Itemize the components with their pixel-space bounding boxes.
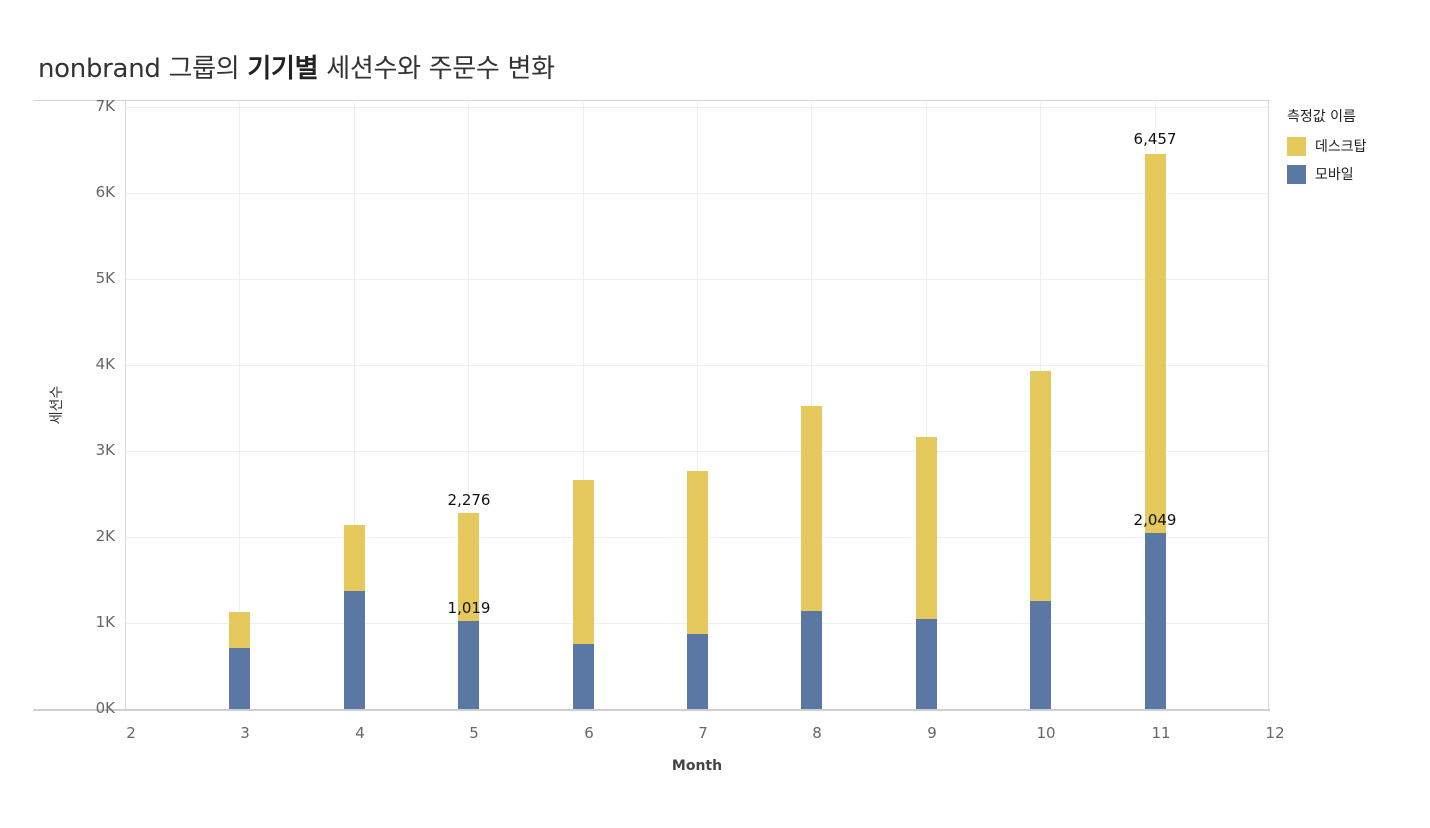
x-tick-label: 3 bbox=[240, 724, 250, 742]
bar-mobile-month-7[interactable] bbox=[687, 634, 708, 709]
legend-title: 측정값 이름 bbox=[1287, 109, 1356, 125]
bar-mobile-month-10[interactable] bbox=[1030, 601, 1051, 709]
top-rule bbox=[33, 100, 1270, 101]
legend-label-desktop: 데스크탑 bbox=[1315, 139, 1367, 155]
title-suffix: 세션수와 주문수 변화 bbox=[318, 54, 555, 84]
x-tick-label: 7 bbox=[698, 724, 708, 742]
legend-item-desktop[interactable]: 데스크탑 bbox=[1287, 132, 1367, 160]
bar-mobile-month-5[interactable] bbox=[458, 621, 479, 709]
y-axis-label: 세션수 bbox=[49, 385, 65, 425]
y-tick-label: 2K bbox=[95, 527, 115, 545]
legend-label-mobile: 모바일 bbox=[1315, 167, 1354, 183]
title-prefix: nonbrand 그룹의 bbox=[38, 54, 248, 84]
x-tick-label: 5 bbox=[469, 724, 479, 742]
bar-mobile-month-3[interactable] bbox=[229, 648, 250, 709]
y-tick-label: 0K bbox=[95, 699, 115, 717]
gridline-vertical bbox=[697, 100, 698, 709]
legend-item-mobile[interactable]: 모바일 bbox=[1287, 160, 1367, 188]
gridline-vertical bbox=[583, 100, 584, 709]
bar-mobile-month-11[interactable] bbox=[1145, 533, 1166, 709]
y-tick-label: 3K bbox=[95, 441, 115, 459]
chart-title: nonbrand 그룹의 기기별 세션수와 주문수 변화 bbox=[38, 48, 555, 85]
bar-mobile-month-6[interactable] bbox=[573, 644, 594, 709]
data-label-m11-mobile: 2,049 bbox=[1133, 511, 1177, 529]
plot-area bbox=[125, 100, 1269, 709]
data-label-m5-desktop: 2,276 bbox=[447, 491, 491, 509]
x-axis-label: Month bbox=[671, 758, 723, 774]
x-tick-label: 10 bbox=[1036, 724, 1056, 742]
x-tick-label: 11 bbox=[1151, 724, 1171, 742]
title-bold: 기기별 bbox=[247, 54, 319, 84]
x-tick-label: 12 bbox=[1265, 724, 1285, 742]
gridline-vertical bbox=[354, 100, 355, 709]
y-tick-label: 6K bbox=[95, 183, 115, 201]
data-label-m11-desktop: 6,457 bbox=[1133, 130, 1177, 148]
legend-swatch-desktop bbox=[1287, 136, 1306, 156]
data-label-m5-mobile: 1,019 bbox=[447, 599, 491, 617]
x-tick-label: 8 bbox=[812, 724, 822, 742]
gridline-vertical bbox=[811, 100, 812, 709]
gridline-vertical bbox=[926, 100, 927, 709]
x-tick-label: 4 bbox=[355, 724, 365, 742]
x-tick-label: 9 bbox=[927, 724, 937, 742]
x-tick-label: 2 bbox=[126, 724, 136, 742]
x-axis-line bbox=[33, 709, 1270, 711]
y-tick-label: 5K bbox=[95, 269, 115, 287]
bar-mobile-month-4[interactable] bbox=[344, 591, 365, 709]
y-tick-label: 7K bbox=[95, 97, 115, 115]
y-tick-label: 4K bbox=[95, 355, 115, 373]
gridline-vertical bbox=[239, 100, 240, 709]
bar-mobile-month-8[interactable] bbox=[801, 611, 822, 709]
legend: 측정값 이름 데스크탑 모바일 bbox=[1287, 106, 1367, 188]
gridline-vertical bbox=[468, 100, 469, 709]
legend-swatch-mobile bbox=[1287, 164, 1306, 184]
y-tick-label: 1K bbox=[95, 613, 115, 631]
x-tick-label: 6 bbox=[584, 724, 594, 742]
bar-mobile-month-9[interactable] bbox=[916, 619, 937, 709]
